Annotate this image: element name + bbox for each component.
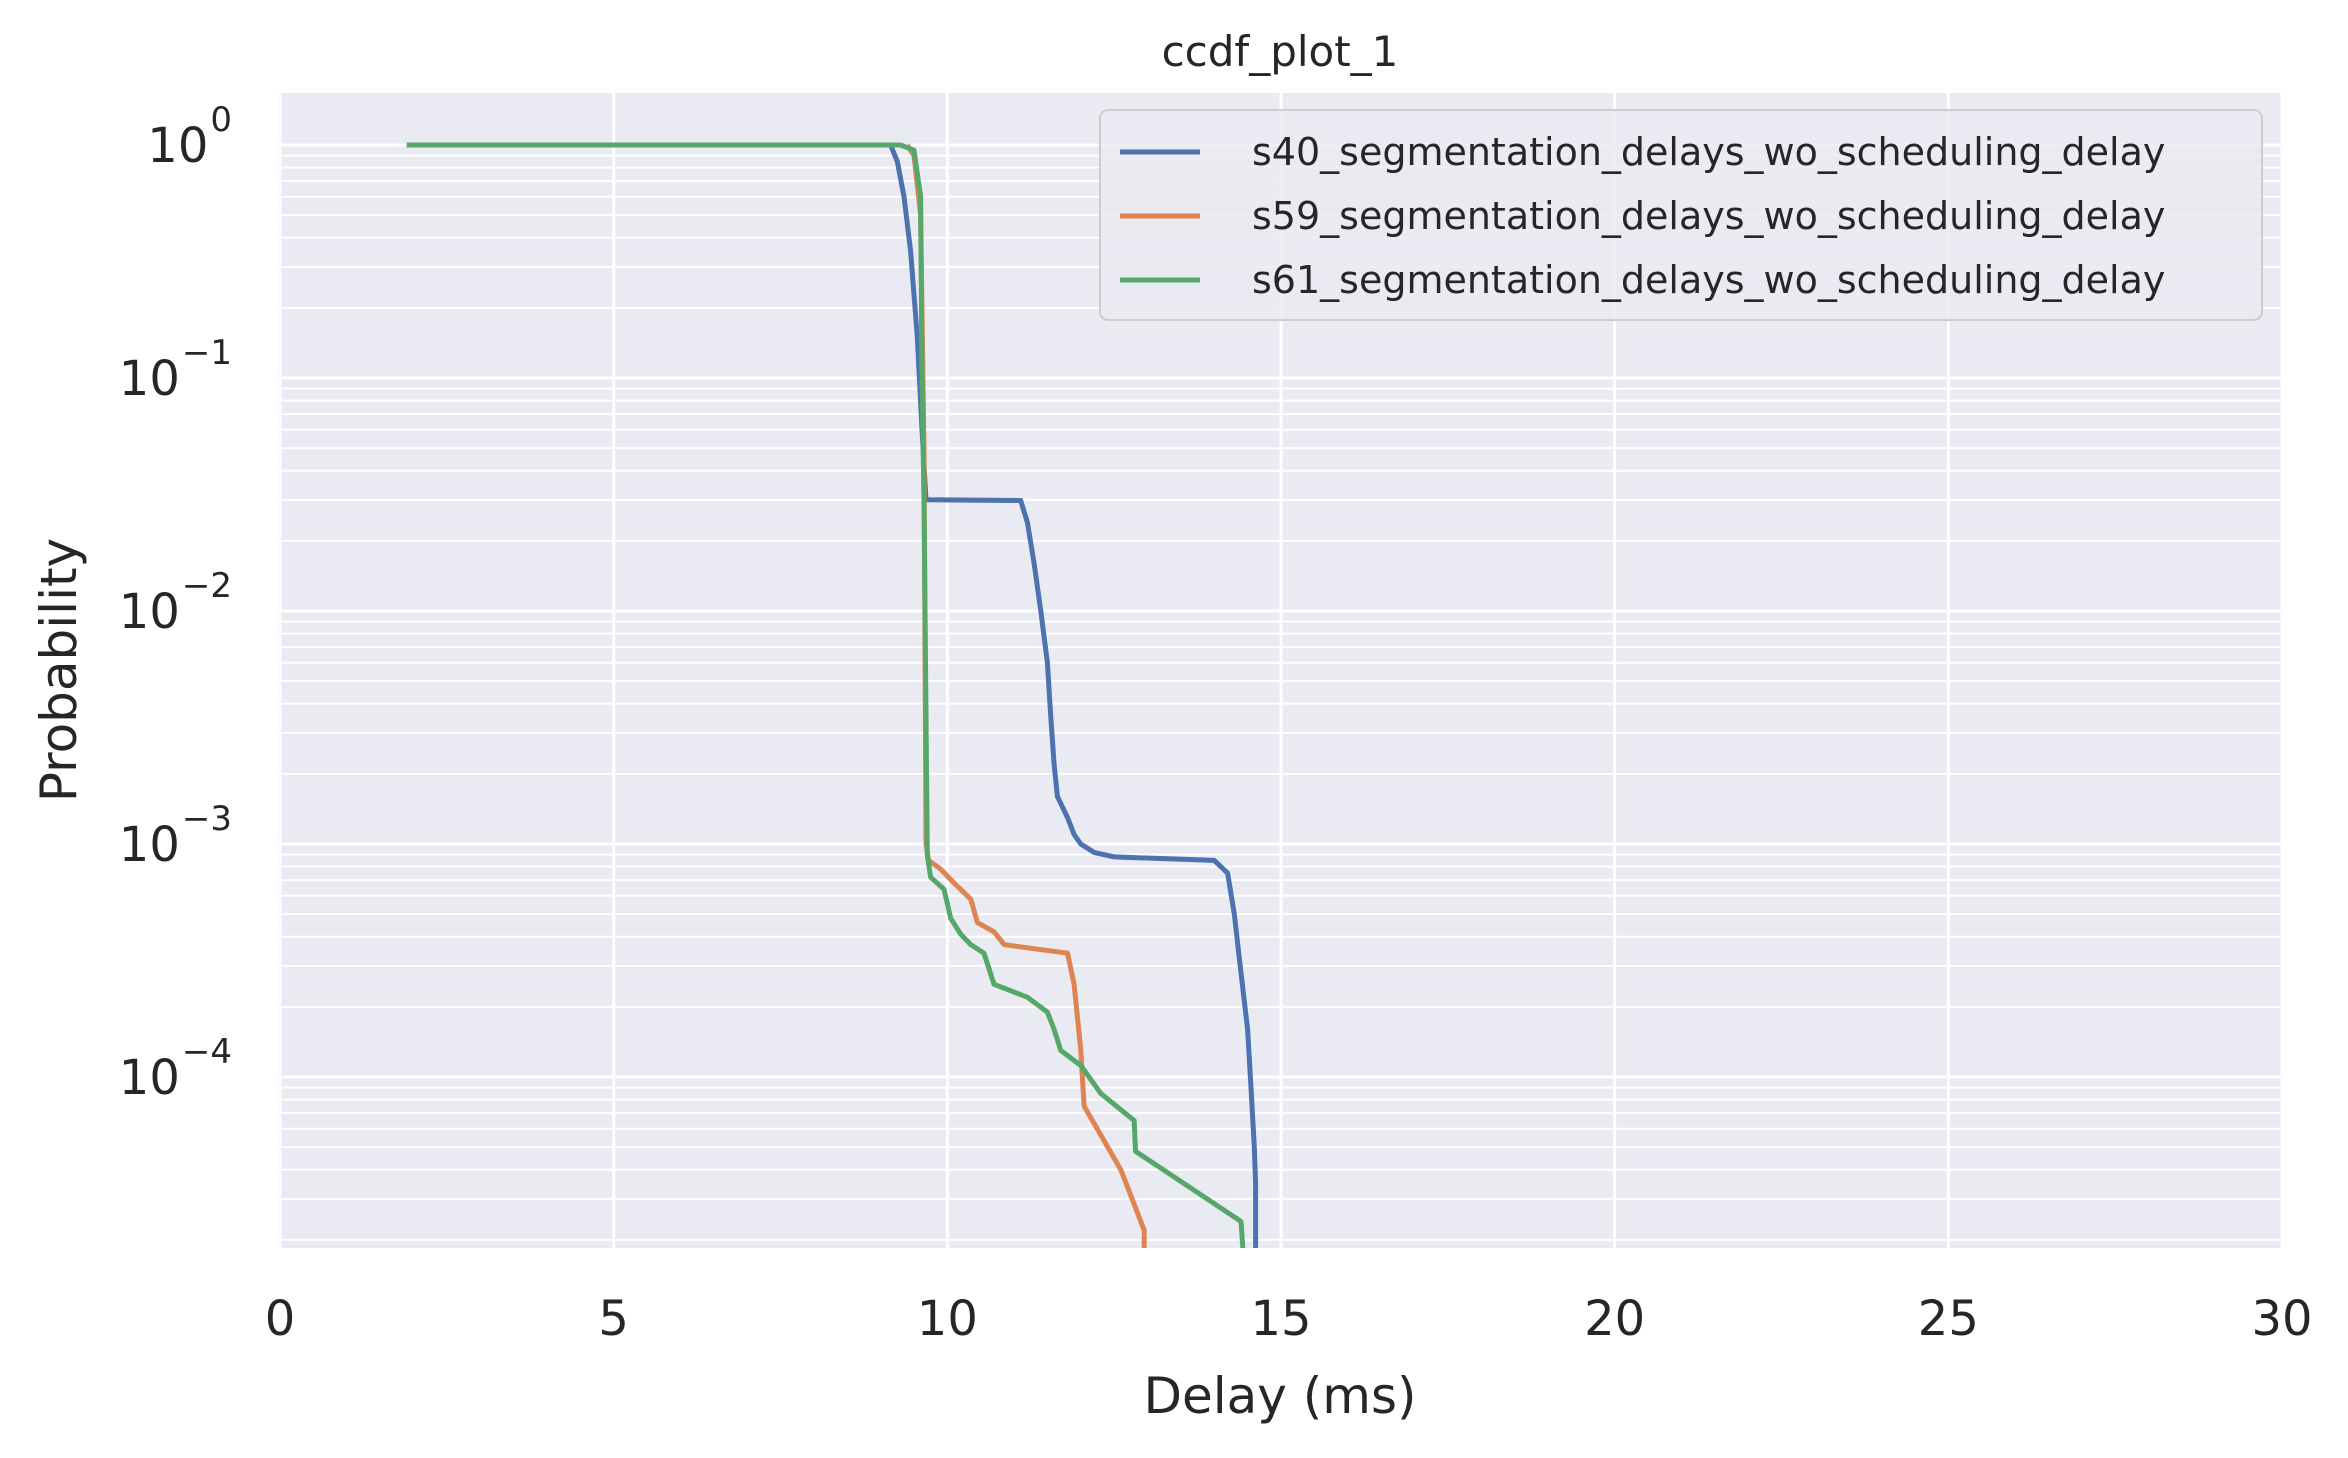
y-tick-base: 10 [119,1050,180,1106]
y-tick-base: 10 [119,351,180,407]
series-line-s61 [406,142,1246,1248]
legend-entry: s40_segmentation_delays_wo_scheduling_de… [1120,130,2165,174]
legend-label: s61_segmentation_delays_wo_scheduling_de… [1252,258,2165,302]
y-tick-exponent: −3 [182,799,232,839]
x-tick-label: 25 [1918,1291,1979,1347]
legend-entry: s59_segmentation_delays_wo_scheduling_de… [1120,194,2165,238]
y-tick-exponent: 0 [210,100,232,140]
x-tick-label: 20 [1584,1291,1645,1347]
y-tick-base: 10 [119,817,180,873]
series-line-s40 [406,142,1259,1248]
x-tick-label: 10 [917,1291,978,1347]
y-tick-base: 10 [119,584,180,640]
y-axis-label: Probability [30,538,88,802]
y-tick-exponent: −4 [182,1032,232,1072]
x-tick-label: 30 [2251,1291,2312,1347]
x-tick-label: 5 [598,1291,629,1347]
chart-title: ccdf_plot_1 [1162,27,1399,76]
y-tick-label: 010 [147,100,232,174]
legend-label: s59_segmentation_delays_wo_scheduling_de… [1252,194,2165,238]
y-tick-base: 10 [147,118,208,174]
x-tick-labels: 0 5 10 15 20 25 30 [265,1291,2313,1347]
legend-label: s40_segmentation_delays_wo_scheduling_de… [1252,130,2165,174]
legend-frame [1099,109,2263,321]
x-axis-label: Delay (ms) [1143,1367,1416,1425]
series-lines [406,142,1259,1248]
y-tick-exponent: −1 [182,333,232,373]
y-tick-label: −110 [119,333,232,407]
x-tick-label: 15 [1250,1291,1311,1347]
y-tick-label: −310 [119,799,232,873]
y-tick-label: −410 [119,1032,232,1106]
y-tick-label: −210 [119,566,232,640]
y-tick-labels: 010−110−210−310−410 [119,100,232,1106]
legend: s40_segmentation_delays_wo_scheduling_de… [1099,109,2263,321]
y-tick-exponent: −2 [182,566,232,606]
legend-entry: s61_segmentation_delays_wo_scheduling_de… [1120,258,2165,302]
x-tick-label: 0 [265,1291,296,1347]
